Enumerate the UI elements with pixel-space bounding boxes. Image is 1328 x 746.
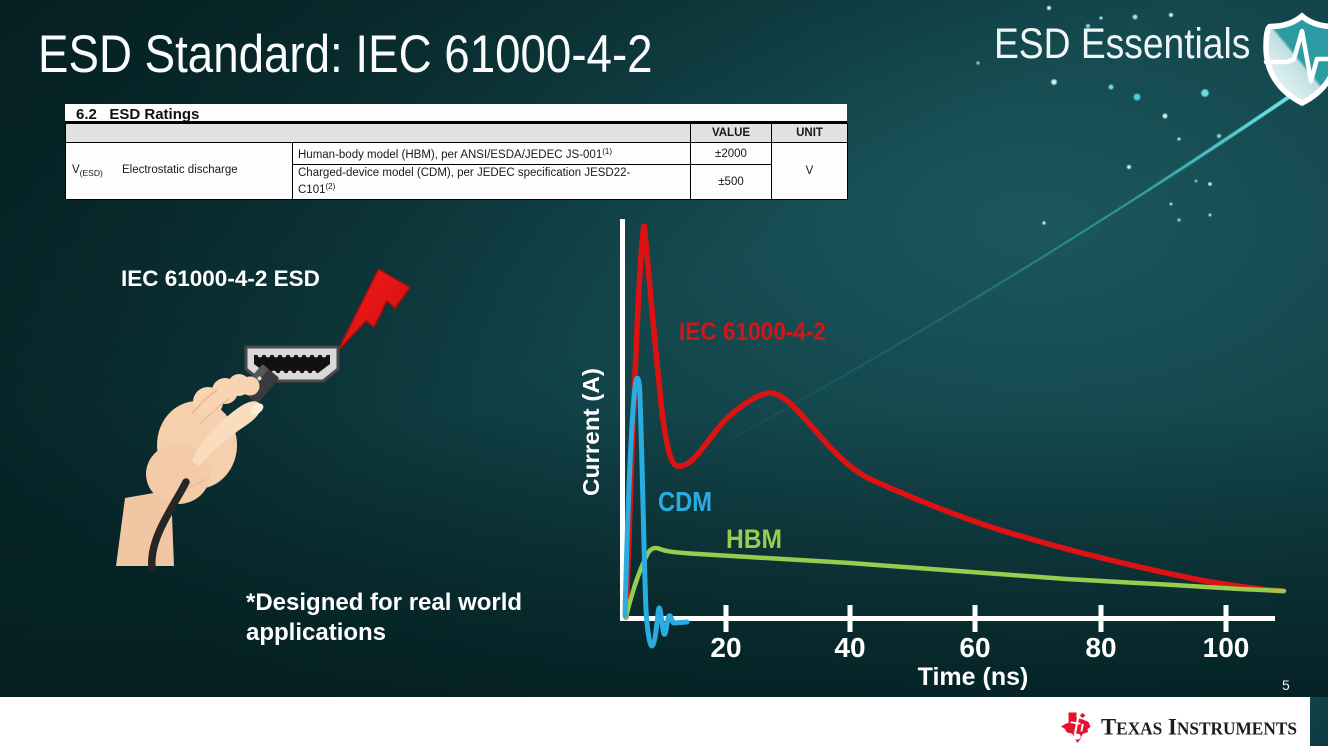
svg-text:TEXAS INSTRUMENTS: TEXAS INSTRUMENTS	[1101, 715, 1297, 740]
svg-text:Current (A): Current (A)	[578, 368, 604, 496]
svg-text:20: 20	[710, 632, 741, 663]
svg-text:CDM: CDM	[658, 486, 712, 517]
svg-text:80: 80	[1085, 632, 1116, 663]
svg-text:60: 60	[959, 632, 990, 663]
svg-text:100: 100	[1203, 632, 1250, 663]
svg-text:40: 40	[834, 632, 865, 663]
svg-text:HBM: HBM	[726, 524, 782, 554]
svg-text:Time (ns): Time (ns)	[918, 663, 1029, 691]
svg-text:IEC 61000-4-2: IEC 61000-4-2	[679, 318, 826, 346]
